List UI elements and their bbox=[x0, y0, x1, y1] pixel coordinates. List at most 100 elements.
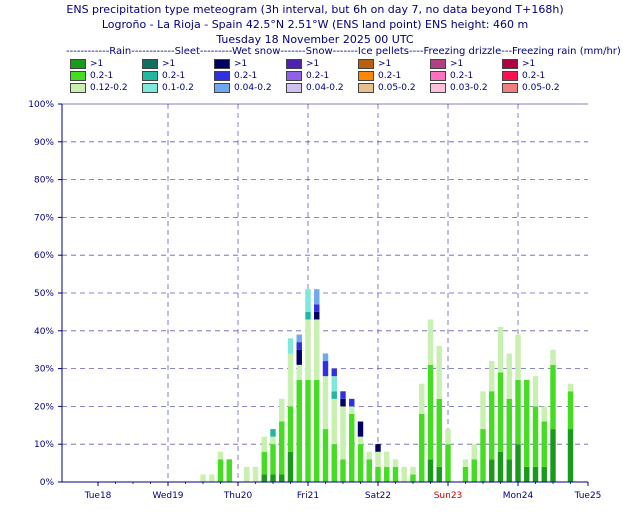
bar-segment bbox=[270, 429, 276, 437]
legend-swatch bbox=[286, 71, 302, 81]
y-tick-label: 90% bbox=[34, 138, 54, 148]
legend-swatch bbox=[214, 83, 230, 93]
legend-label: 0.05-0.2 bbox=[522, 83, 560, 93]
bar-segment bbox=[244, 466, 250, 482]
bar-segment bbox=[226, 459, 232, 482]
bar-segment bbox=[314, 319, 320, 380]
bar-segment bbox=[314, 289, 320, 305]
bar-segment bbox=[375, 444, 381, 452]
bar-segment bbox=[331, 391, 337, 399]
bar-segment bbox=[489, 459, 495, 482]
legend-item: 0.03-0.2 bbox=[430, 82, 488, 94]
y-tick-label: 20% bbox=[34, 402, 54, 412]
bar-segment bbox=[270, 436, 276, 445]
legend: >1 0.2-1 0.12-0.2 >1 0.2-1 0.1-0.2 >1 0.2-1 0.04… bbox=[70, 58, 590, 96]
bar-segment bbox=[515, 379, 521, 445]
legend-label: 0.04-0.2 bbox=[234, 83, 272, 93]
bar-segment bbox=[401, 466, 407, 482]
bar-segment bbox=[287, 353, 294, 407]
y-tick-label: 0% bbox=[40, 478, 55, 488]
legend-swatch bbox=[502, 83, 518, 93]
legend-swatch bbox=[430, 59, 446, 69]
bar-segment bbox=[322, 353, 329, 362]
bar-segment bbox=[305, 379, 311, 482]
bar-segment bbox=[261, 436, 267, 452]
bar-segment bbox=[331, 368, 337, 377]
bar-segment bbox=[331, 398, 337, 445]
legend-label: >1 bbox=[450, 59, 464, 69]
legend-swatch bbox=[142, 59, 158, 69]
bar-segment bbox=[515, 334, 521, 380]
legend-label: >1 bbox=[522, 59, 536, 69]
bar-segment bbox=[322, 376, 329, 430]
bar-segment bbox=[279, 398, 285, 422]
legend-label: 0.2-1 bbox=[306, 71, 330, 81]
legend-label: 0.2-1 bbox=[450, 71, 474, 81]
bar-segment bbox=[410, 474, 416, 482]
legend-column-snow: >1 0.2-1 0.04-0.2 bbox=[286, 58, 344, 94]
legend-item: >1 bbox=[430, 58, 488, 70]
bar-segment bbox=[217, 451, 224, 460]
bar-segment bbox=[515, 444, 521, 482]
x-day-label: Sun23 bbox=[434, 491, 463, 501]
legend-swatch bbox=[286, 59, 302, 69]
legend-column-rain: >1 0.2-1 0.12-0.2 bbox=[70, 58, 128, 94]
legend-swatch bbox=[430, 83, 446, 93]
chart-titles: ENS precipitation type meteogram (3h int… bbox=[0, 2, 630, 47]
legend-item: 0.04-0.2 bbox=[286, 82, 344, 94]
bar-segment bbox=[489, 391, 495, 460]
legend-label: 0.2-1 bbox=[162, 71, 186, 81]
bar-segment bbox=[349, 413, 355, 482]
bar-segment bbox=[541, 406, 547, 422]
x-day-label: Fri21 bbox=[297, 491, 319, 501]
legend-swatch bbox=[70, 71, 86, 81]
bar-segment bbox=[419, 413, 425, 482]
y-tick-label: 60% bbox=[34, 251, 54, 261]
chart-subtitle-date: Tuesday 18 November 2025 00 UTC bbox=[216, 33, 414, 46]
legend-item: 0.04-0.2 bbox=[214, 82, 272, 94]
legend-header: ------------Rain------------Sleet-------… bbox=[66, 46, 621, 57]
legend-item: >1 bbox=[214, 58, 272, 70]
x-day-label: Wed19 bbox=[152, 491, 183, 501]
bar-segment bbox=[349, 406, 355, 414]
bar-segment bbox=[436, 466, 442, 482]
legend-label: 0.04-0.2 bbox=[306, 83, 344, 93]
bar-segment bbox=[480, 391, 486, 430]
bar-segment bbox=[279, 474, 285, 482]
bar-segment bbox=[471, 444, 477, 460]
legend-item: 0.2-1 bbox=[358, 70, 416, 82]
legend-item: >1 bbox=[358, 58, 416, 70]
legend-item: 0.05-0.2 bbox=[358, 82, 416, 94]
bar-segment bbox=[532, 376, 539, 407]
bar-segment bbox=[419, 383, 425, 414]
legend-swatch bbox=[142, 71, 158, 81]
bar-segment bbox=[314, 304, 320, 312]
bar-segment bbox=[200, 474, 206, 482]
bar-segment bbox=[340, 391, 346, 399]
bar-segment bbox=[331, 376, 337, 392]
legend-label: 0.1-0.2 bbox=[162, 83, 194, 93]
legend-column-wet-snow: >1 0.2-1 0.04-0.2 bbox=[214, 58, 272, 94]
bar-segment bbox=[357, 444, 364, 482]
bar-segment bbox=[217, 459, 224, 482]
bar-segment bbox=[541, 421, 547, 467]
bar-segment bbox=[261, 474, 267, 482]
bar-segment bbox=[532, 466, 539, 482]
legend-label: 0.2-1 bbox=[90, 71, 114, 81]
legend-label: >1 bbox=[90, 59, 104, 69]
bar-segment bbox=[384, 466, 390, 482]
legend-label: 0.12-0.2 bbox=[90, 83, 128, 93]
legend-item: >1 bbox=[286, 58, 344, 70]
bar-segment bbox=[366, 451, 372, 460]
bar-segment bbox=[445, 444, 451, 482]
bar-segment bbox=[497, 372, 504, 452]
legend-item: 0.05-0.2 bbox=[502, 82, 560, 94]
bar-segment bbox=[296, 349, 302, 365]
legend-column-freezing-rain: >1 0.2-1 0.05-0.2 bbox=[502, 58, 560, 94]
legend-swatch bbox=[70, 83, 86, 93]
legend-swatch bbox=[286, 83, 302, 93]
y-tick-label: 10% bbox=[34, 440, 54, 450]
bar-segment bbox=[436, 398, 442, 467]
bar-segment bbox=[445, 429, 451, 445]
legend-label: >1 bbox=[234, 59, 248, 69]
